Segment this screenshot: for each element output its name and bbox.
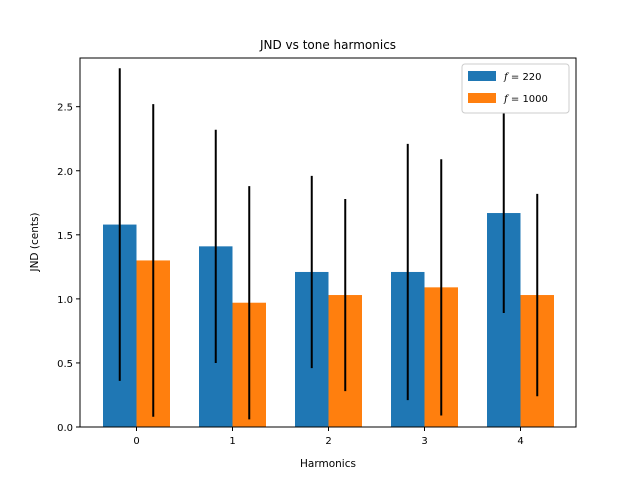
y-tick-label-1.5: 1.5 [57,231,73,242]
legend-swatch-0 [468,71,496,81]
y-tick-label-2.5: 2.5 [57,103,73,114]
x-tick-label-3: 3 [421,436,427,447]
legend: f = 220 f = 1000 [461,63,570,114]
y-axis-label: JND (cents) [29,212,41,272]
x-tick-label-0: 0 [133,436,139,447]
y-tick-label-0.0: 0.0 [57,423,73,434]
chart-title: JND vs tone harmonics [259,38,396,52]
y-tick-label-0.5: 0.5 [57,359,73,370]
y-tick-label-2.0: 2.0 [57,167,73,178]
error-bars-layer [118,68,539,420]
x-tick-label-1: 1 [229,436,235,447]
x-tick-label-4: 4 [517,436,523,447]
legend-swatch-1 [468,93,496,103]
y-tick-label-1.0: 1.0 [57,295,73,306]
legend-label-1: f = 1000 [503,94,548,105]
x-tick-label-2: 2 [325,436,331,447]
x-axis-label: Harmonics [300,458,356,470]
legend-label-0: f = 220 [503,72,542,83]
axes-layer: 0 1 2 3 4 0.0 0.5 1.0 1.5 2.0 2.5 [57,57,577,447]
